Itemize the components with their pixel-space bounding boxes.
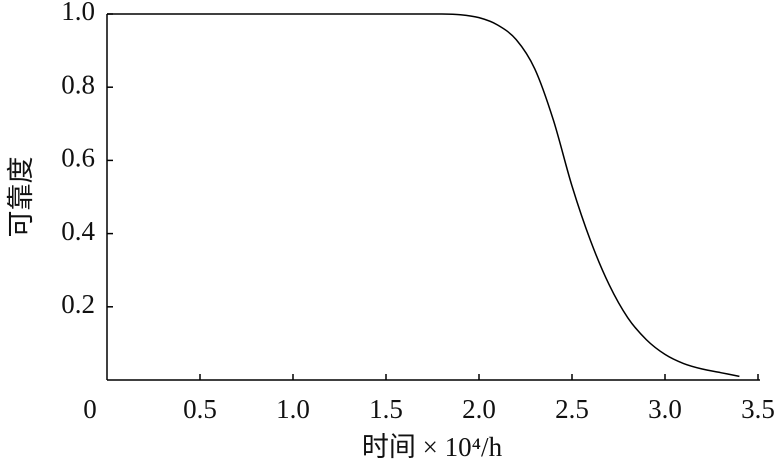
y-tick-label: 0.8	[61, 69, 95, 99]
x-axis-label: 时间 × 10⁴/h	[362, 432, 503, 462]
y-tick-label: 0.6	[61, 143, 95, 173]
x-tick-label: 2.5	[555, 394, 589, 424]
x-tick-label: 0.5	[183, 394, 217, 424]
x-tick-label: 2.0	[462, 394, 496, 424]
x-tick-label: 1.5	[369, 394, 403, 424]
y-tick-label: 1.0	[61, 0, 95, 26]
y-axis-label: 可靠度	[6, 157, 36, 238]
x-tick-label: 3.5	[741, 394, 775, 424]
x-tick-label: 1.0	[276, 394, 310, 424]
x-tick-label: 3.0	[648, 394, 682, 424]
line-series	[107, 13, 740, 378]
y-tick-label: 0.4	[61, 216, 95, 246]
x-tick-label: 0	[83, 394, 97, 424]
y-tick-label: 0.2	[61, 289, 95, 319]
